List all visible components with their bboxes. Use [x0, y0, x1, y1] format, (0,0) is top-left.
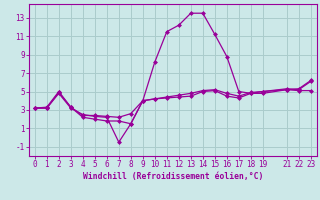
X-axis label: Windchill (Refroidissement éolien,°C): Windchill (Refroidissement éolien,°C) [83, 172, 263, 181]
